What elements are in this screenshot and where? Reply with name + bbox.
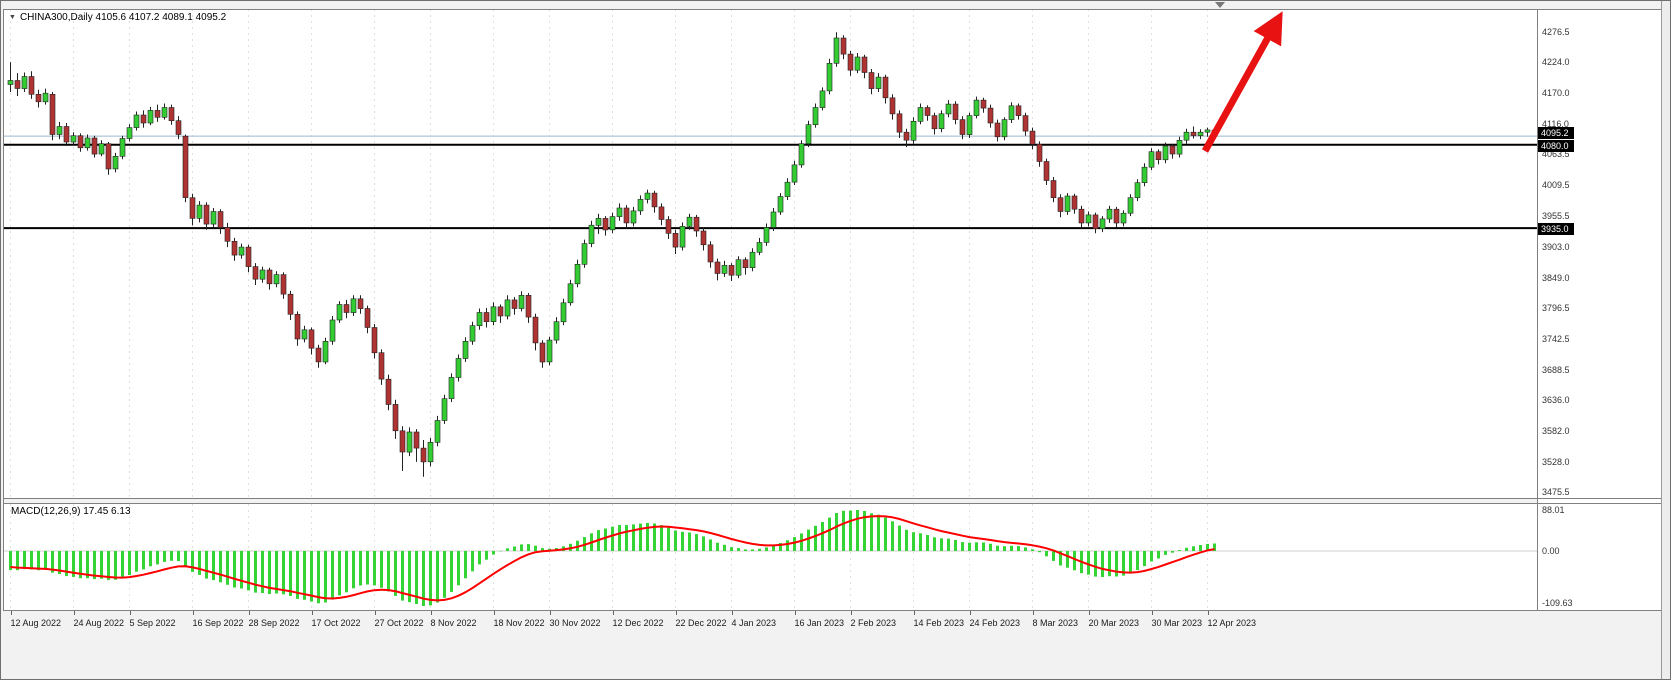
time-axis-tickmark bbox=[311, 611, 313, 615]
time-axis-date-label: 24 Aug 2022 bbox=[73, 618, 125, 628]
chart-dropdown-icon: ▼ bbox=[9, 14, 16, 21]
time-axis-date-label: 16 Jan 2023 bbox=[794, 618, 845, 628]
time-axis-tickmark bbox=[430, 611, 432, 615]
time-axis-tickmark bbox=[612, 611, 614, 615]
time-axis-date-label: 16 Sep 2022 bbox=[192, 618, 244, 628]
price-axis-tick: 3955.5 bbox=[1542, 211, 1570, 222]
panel-border-top bbox=[3, 9, 1661, 10]
time-axis-tickmark bbox=[1032, 611, 1034, 615]
time-axis-tickmark bbox=[10, 611, 12, 615]
price-axis[interactable]: 4276.5 4224.0 4170.0 4116.0 4063.5 4009.5 3955… bbox=[1538, 9, 1661, 610]
panel-border-divider-top bbox=[3, 498, 1661, 499]
panel-border-left bbox=[3, 9, 4, 610]
panel-border-right bbox=[1537, 9, 1538, 610]
time-axis-date-label: 8 Mar 2023 bbox=[1032, 618, 1079, 628]
time-axis-tickmark bbox=[192, 611, 194, 615]
panel-border-divider-bottom bbox=[3, 503, 1661, 504]
time-axis-date-label: 12 Apr 2023 bbox=[1207, 618, 1257, 628]
time-axis-tickmark bbox=[129, 611, 131, 615]
trend-arrow[interactable] bbox=[1201, 11, 1283, 153]
time-axis-date-label: 18 Nov 2022 bbox=[493, 618, 545, 628]
time-axis-date-label: 30 Nov 2022 bbox=[549, 618, 601, 628]
symbol-ohlc-header: ▼ CHINA300,Daily 4105.6 4107.2 4089.1 409… bbox=[9, 12, 226, 23]
price-axis-tick: 3903.0 bbox=[1542, 241, 1570, 252]
window-right-edge bbox=[1661, 1, 1670, 679]
time-axis-tickmark bbox=[850, 611, 852, 615]
time-axis-date-label: 20 Mar 2023 bbox=[1088, 618, 1140, 628]
price-axis-tick: 3796.5 bbox=[1542, 302, 1570, 313]
main-chart-panel[interactable]: ▼ CHINA300,Daily 4105.6 4107.2 4089.1 409… bbox=[3, 9, 1537, 498]
macd-canvas[interactable] bbox=[3, 504, 1537, 610]
price-axis-tick: 3528.0 bbox=[1542, 456, 1570, 467]
price-axis-tick: 3582.0 bbox=[1542, 425, 1570, 436]
price-axis-tick: 4224.0 bbox=[1542, 57, 1570, 68]
macd-panel[interactable]: MACD(12,26,9) 17.45 6.13 bbox=[3, 504, 1537, 610]
level-price-tag: 3935.0 bbox=[1538, 223, 1574, 236]
time-axis-tickmark bbox=[549, 611, 551, 615]
macd-signal-line bbox=[10, 515, 1215, 602]
price-axis-tick: 3636.0 bbox=[1542, 394, 1570, 405]
time-axis-tickmark bbox=[1088, 611, 1090, 615]
time-axis-date-label: 12 Aug 2022 bbox=[10, 618, 62, 628]
macd-axis-tick: 0.00 bbox=[1542, 546, 1560, 556]
time-axis-date-label: 2 Feb 2023 bbox=[850, 618, 897, 628]
price-axis-tick: 3475.5 bbox=[1542, 487, 1570, 497]
price-axis-tick: 3849.0 bbox=[1542, 272, 1570, 283]
time-axis-date-label: 24 Feb 2023 bbox=[969, 618, 1021, 628]
macd-axis-tick: 88.01 bbox=[1542, 505, 1565, 515]
price-axis-tick: 4170.0 bbox=[1542, 88, 1570, 99]
time-axis-tickmark bbox=[675, 611, 677, 615]
price-axis-tick: 4063.5 bbox=[1542, 149, 1570, 160]
time-axis-date-label: 5 Sep 2022 bbox=[129, 618, 176, 628]
time-axis-tickmark bbox=[794, 611, 796, 615]
current-price-tag: 4095.2 bbox=[1538, 127, 1574, 140]
price-axis-tick: 4009.5 bbox=[1542, 180, 1570, 191]
time-axis-tickmark bbox=[374, 611, 376, 615]
price-chart-canvas[interactable] bbox=[3, 9, 1537, 498]
time-axis-tickmark bbox=[731, 611, 733, 615]
time-axis-date-label: 14 Feb 2023 bbox=[913, 618, 965, 628]
time-axis-tickmark bbox=[969, 611, 971, 615]
candles-layer bbox=[7, 32, 1218, 477]
time-axis-date-label: 28 Sep 2022 bbox=[248, 618, 300, 628]
price-axis-tick: 3688.5 bbox=[1542, 364, 1570, 375]
time-axis[interactable]: 12 Aug 2022 24 Aug 2022 5 Sep 2022 16 Sep 2… bbox=[3, 610, 1661, 679]
time-axis-date-label: 30 Mar 2023 bbox=[1151, 618, 1203, 628]
price-axis-tick: 3742.5 bbox=[1542, 333, 1570, 344]
symbol-ohlc-label: CHINA300,Daily 4105.6 4107.2 4089.1 4095… bbox=[19, 12, 227, 23]
time-axis-tickmark bbox=[493, 611, 495, 615]
time-axis-date-label: 17 Oct 2022 bbox=[311, 618, 361, 628]
time-axis-date-label: 4 Jan 2023 bbox=[731, 618, 777, 628]
time-axis-tickmark bbox=[1151, 611, 1153, 615]
time-axis-tickmark bbox=[248, 611, 250, 615]
time-axis-date-label: 12 Dec 2022 bbox=[612, 618, 664, 628]
chart-shift-marker-icon[interactable] bbox=[1215, 2, 1225, 8]
level-price-tag: 4080.0 bbox=[1538, 139, 1574, 152]
time-axis-tickmark bbox=[1207, 611, 1209, 615]
time-axis-date-label: 8 Nov 2022 bbox=[430, 618, 477, 628]
macd-axis-tick: -109.63 bbox=[1542, 598, 1573, 608]
time-axis-date-label: 22 Dec 2022 bbox=[675, 618, 727, 628]
time-axis-tickmark bbox=[73, 611, 75, 615]
price-axis-tick: 4116.0 bbox=[1542, 119, 1569, 130]
time-axis-tickmark bbox=[913, 611, 915, 615]
time-axis-date-label: 27 Oct 2022 bbox=[374, 618, 424, 628]
macd-indicator-label: MACD(12,26,9) 17.45 6.13 bbox=[11, 506, 131, 517]
price-axis-tick: 4276.5 bbox=[1542, 27, 1570, 37]
